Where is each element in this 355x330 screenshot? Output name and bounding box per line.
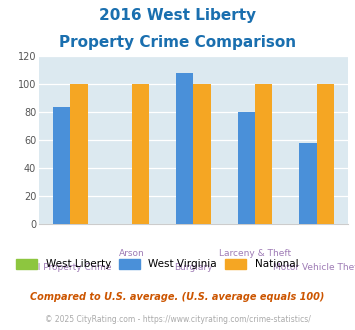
Bar [70,84,88,224]
Bar [176,73,193,224]
Text: Burglary: Burglary [174,263,213,272]
Legend: West Liberty, West Virginia, National: West Liberty, West Virginia, National [12,255,302,274]
Text: 2016 West Liberty: 2016 West Liberty [99,8,256,23]
Text: Larceny & Theft: Larceny & Theft [219,249,291,258]
Bar [53,107,70,224]
Bar [317,84,334,224]
Text: © 2025 CityRating.com - https://www.cityrating.com/crime-statistics/: © 2025 CityRating.com - https://www.city… [45,315,310,324]
Bar [132,84,149,224]
Bar [299,143,317,224]
Bar [193,84,211,224]
Bar [238,112,255,224]
Text: Motor Vehicle Theft: Motor Vehicle Theft [273,263,355,272]
Text: All Property Crime: All Property Crime [29,263,111,272]
Text: Compared to U.S. average. (U.S. average equals 100): Compared to U.S. average. (U.S. average … [30,292,325,302]
Bar [255,84,272,224]
Text: Property Crime Comparison: Property Crime Comparison [59,35,296,50]
Text: Arson: Arson [119,249,145,258]
